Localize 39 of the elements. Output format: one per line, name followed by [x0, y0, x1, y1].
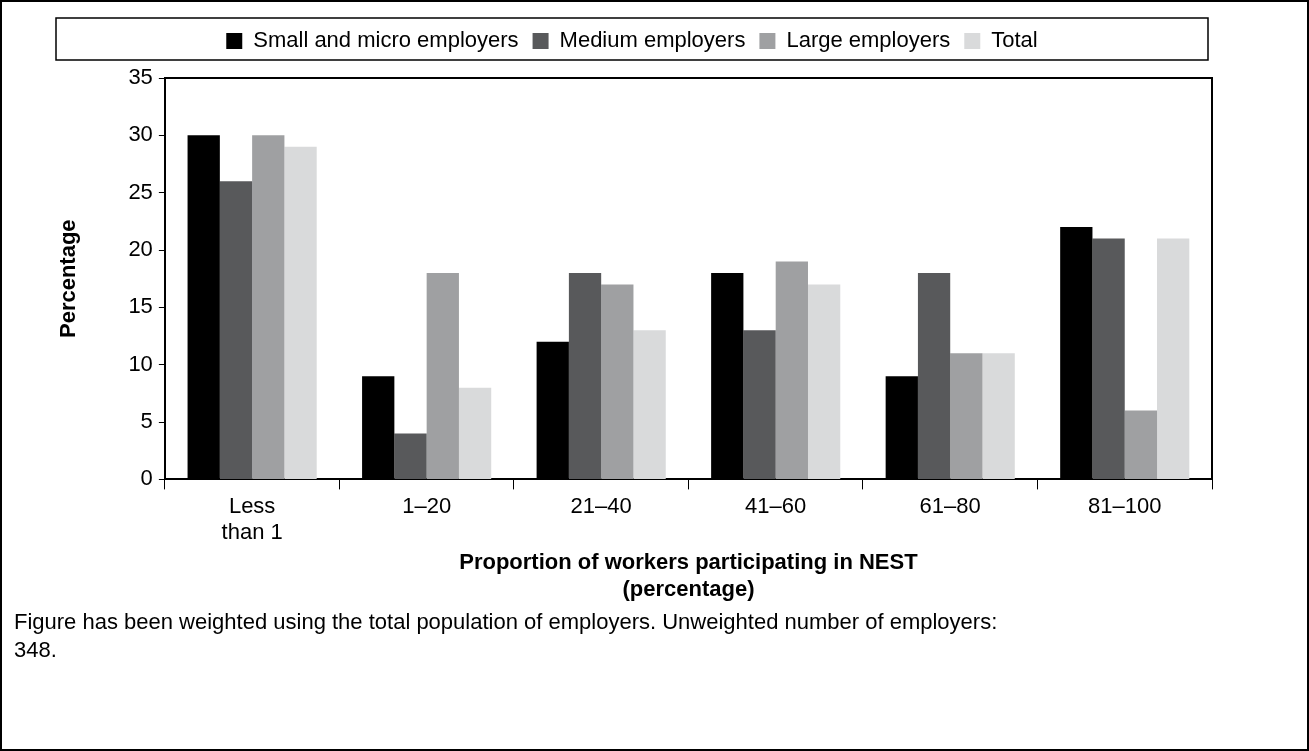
text: Figure has been weighted using the total population of employers. Unweighted number of employers: 348.	[14, 608, 999, 664]
bar	[284, 146, 317, 479]
bar	[775, 261, 808, 479]
x-axis-title: Proportion of workers participating in NEST (percentage)	[459, 549, 919, 601]
bar	[743, 330, 776, 479]
y-tick-label: 25	[128, 178, 153, 204]
x-tick-label: Less than 1	[221, 492, 283, 545]
y-tick-label: 30	[128, 121, 153, 147]
bar	[458, 387, 492, 479]
bar	[982, 353, 1015, 479]
bar	[1092, 238, 1125, 479]
legend-label: Large employers	[786, 27, 951, 53]
bar	[568, 272, 602, 479]
x-tick-label: 1–20	[402, 492, 452, 518]
bar	[219, 181, 253, 479]
bar	[252, 135, 285, 479]
y-tick-label: 35	[128, 64, 153, 90]
legend-label: Small and micro employers	[253, 27, 519, 53]
bar	[807, 284, 841, 479]
legend-label: Medium employers	[559, 27, 746, 53]
y-tick-label: 15	[128, 293, 153, 319]
x-tick-label: 41–60	[745, 492, 807, 518]
y-tick-label: 10	[128, 350, 153, 376]
bar	[633, 330, 666, 479]
y-tick-label: 0	[140, 465, 153, 491]
bar	[917, 272, 951, 479]
bar	[394, 433, 427, 479]
bar	[1124, 410, 1158, 479]
bar	[426, 272, 459, 479]
x-tick-label: 61–80	[919, 492, 981, 518]
x-tick-label: 81–100	[1088, 492, 1162, 518]
y-tick-label: 5	[140, 408, 153, 434]
x-tick-label: 21–40	[570, 492, 632, 518]
y-tick-label: 20	[128, 236, 153, 262]
legend-label: Total	[991, 27, 1038, 53]
bar	[601, 284, 634, 479]
y-axis-title: Percentage	[55, 219, 81, 339]
bar	[950, 353, 983, 479]
bar	[1157, 238, 1190, 479]
